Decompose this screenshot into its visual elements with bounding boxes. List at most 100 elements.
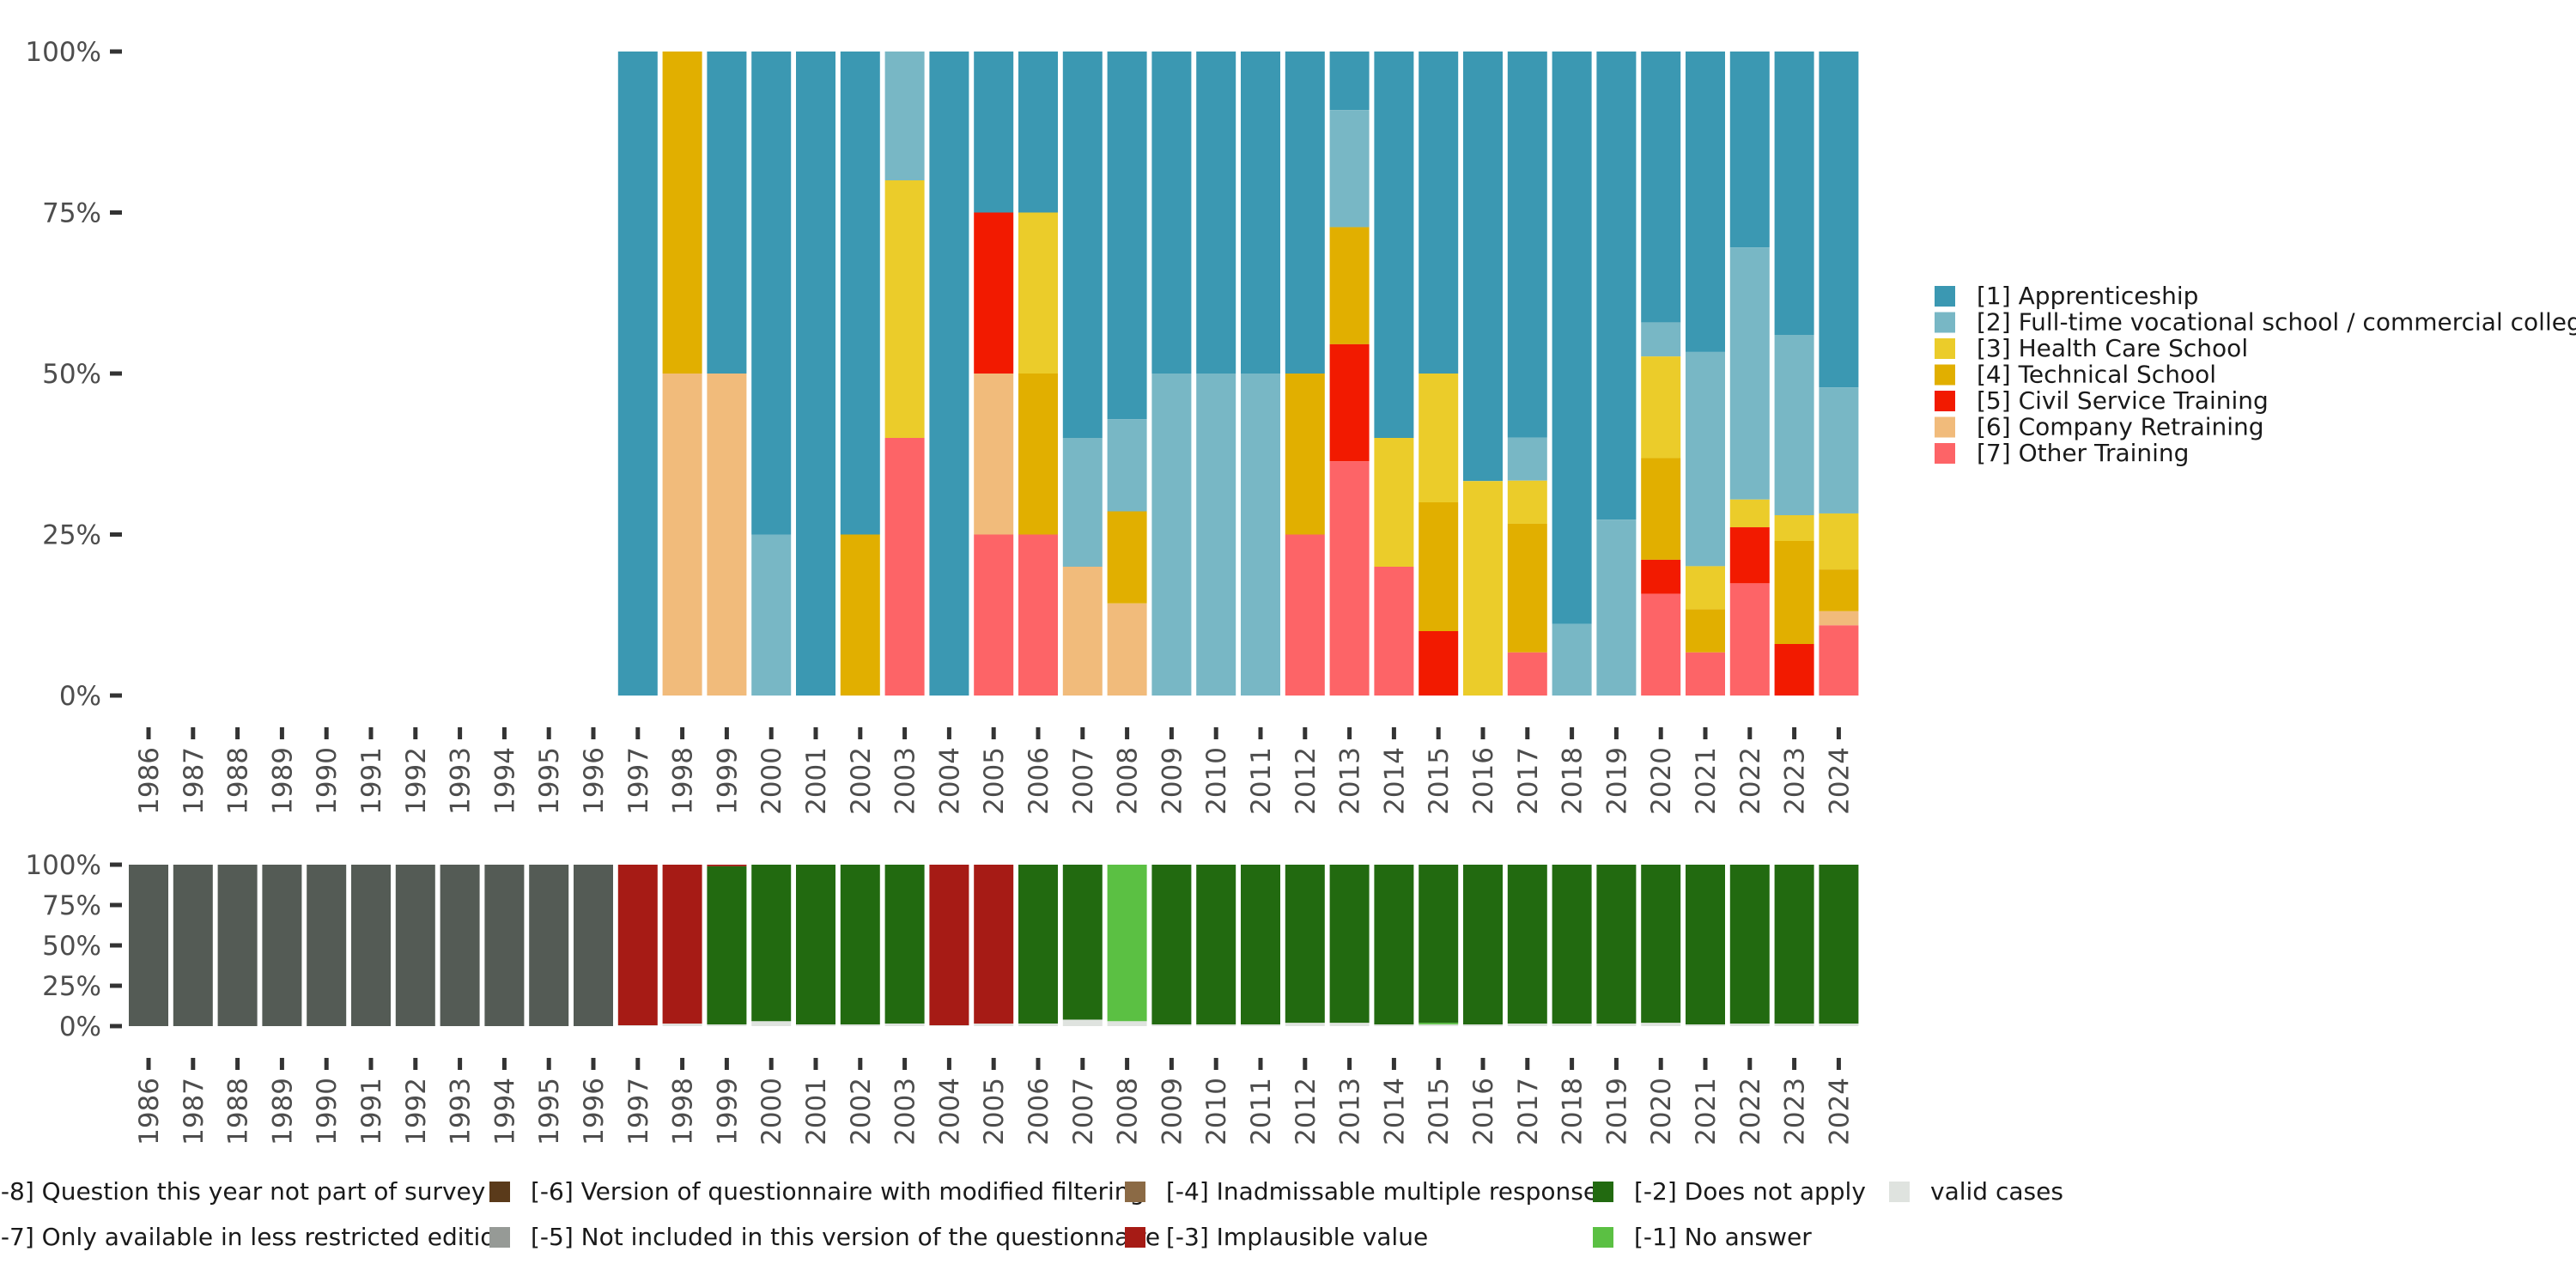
x-tick-label: 1998	[668, 747, 699, 815]
x-tick-mark	[324, 727, 329, 739]
x-tick-label: 2000	[756, 747, 787, 815]
legend-label: [2] Full-time vocational school / commer…	[1977, 308, 2576, 337]
bar-segment-2019-s8	[1596, 1024, 1637, 1026]
x-tick-mark	[1436, 1058, 1441, 1070]
x-tick-mark	[1080, 1058, 1085, 1070]
bar-segment-2013-s6	[1329, 865, 1370, 1024]
x-tick-label: 2019	[1601, 1078, 1632, 1145]
x-tick-mark	[991, 727, 996, 739]
bottom-bars	[129, 865, 1859, 1026]
x-tick-mark	[1747, 727, 1753, 739]
legend-swatch	[1935, 338, 1955, 359]
x-tick-label: 1986	[134, 747, 165, 815]
x-tick-label: 1997	[623, 1078, 654, 1145]
y-tick-mark	[110, 49, 122, 54]
x-tick-label: 2001	[801, 747, 832, 815]
bar-segment-2023-s0	[1774, 52, 1814, 335]
legend-label: [4] Technical School	[1977, 361, 2216, 389]
x-tick-label: 2022	[1735, 1078, 1766, 1145]
x-tick-mark	[191, 727, 196, 739]
x-tick-mark	[1570, 1058, 1575, 1070]
legend-label: [-8] Question this year not part of surv…	[0, 1177, 485, 1206]
bar-segment-2021-s1	[1686, 351, 1725, 567]
y-tick-mark	[110, 862, 122, 867]
bar-segment-2008-s1	[1107, 419, 1147, 512]
legend-swatch	[489, 1182, 510, 1202]
bar-segment-2002-s8	[840, 1024, 880, 1026]
x-tick-label: 2008	[1113, 747, 1144, 815]
bar-segment-2015-s2	[1419, 374, 1459, 502]
x-tick-mark	[1213, 727, 1218, 739]
bar-segment-2014-s8	[1374, 1024, 1414, 1026]
x-tick-label: 1989	[267, 747, 298, 815]
x-tick-label: 2021	[1691, 747, 1722, 815]
x-tick-mark	[458, 727, 463, 739]
bar-segment-1997-s0	[617, 52, 658, 696]
bar-segment-2020-s6	[1641, 865, 1681, 1024]
bar-segment-2011-s8	[1241, 1024, 1280, 1026]
bar-segment-2021-s0	[1686, 52, 1725, 352]
top-x-axis: 1986 1987 1988 1989 1990 1991 1992 1993 1994 1995…	[134, 727, 1855, 815]
bottom-chart: 0% 25% 50% 75% 100% 1986 1987 1988 1989 1990 1991…	[0, 850, 2063, 1251]
x-tick-mark	[1125, 727, 1130, 739]
x-tick-label: 1995	[534, 1078, 565, 1145]
legend-swatch	[1935, 416, 1955, 438]
x-tick-mark	[1613, 727, 1619, 739]
bar-segment-2024-s8	[1819, 1024, 1859, 1026]
bar-segment-2024-s5	[1819, 611, 1859, 626]
x-tick-mark	[724, 1058, 729, 1070]
bar-segment-2019-s0	[1596, 52, 1637, 520]
x-tick-mark	[1792, 727, 1797, 739]
bar-segment-2021-s8	[1686, 1024, 1725, 1026]
x-tick-label: 2009	[1157, 1078, 1188, 1145]
y-tick-label: 50%	[42, 359, 101, 390]
bar-segment-2006-s6	[1018, 865, 1058, 1024]
x-tick-label: 2013	[1335, 1078, 1366, 1145]
bar-segment-2009-s0	[1151, 52, 1192, 374]
y-tick-mark	[110, 371, 122, 376]
bar-segment-2022-s6	[1729, 865, 1770, 1024]
y-tick-label: 50%	[42, 931, 101, 962]
x-tick-mark	[902, 727, 908, 739]
bar-segment-2002-s3	[840, 534, 880, 696]
top-bars	[617, 52, 1859, 696]
bar-segment-1996-s0	[574, 865, 613, 1026]
bar-segment-1998-s5	[662, 865, 702, 1024]
bar-segment-2023-s1	[1774, 335, 1814, 515]
x-tick-label: 2009	[1157, 747, 1188, 815]
x-tick-mark	[368, 727, 374, 739]
bar-segment-2011-s1	[1241, 374, 1280, 696]
bar-segment-2018-s6	[1552, 865, 1592, 1024]
x-tick-mark	[813, 727, 818, 739]
x-tick-label: 2004	[934, 1078, 965, 1145]
bar-segment-2007-s6	[1062, 865, 1103, 1020]
legend-label: [3] Health Care School	[1977, 334, 2248, 362]
x-tick-mark	[1658, 1058, 1663, 1070]
x-tick-mark	[813, 1058, 818, 1070]
bar-segment-1990-s0	[307, 865, 347, 1026]
bar-segment-2022-s1	[1729, 247, 1770, 500]
legend-label: [-6] Version of questionnaire with modif…	[531, 1177, 1145, 1206]
bar-segment-2017-s1	[1507, 437, 1547, 481]
x-tick-label: 2007	[1068, 747, 1099, 815]
x-tick-label: 2018	[1558, 747, 1589, 815]
x-tick-label: 2001	[801, 1078, 832, 1145]
bar-segment-2020-s6	[1641, 593, 1681, 696]
x-tick-mark	[1169, 727, 1174, 739]
legend-swatch	[1889, 1182, 1910, 1202]
bar-segment-2017-s6	[1507, 865, 1547, 1024]
bar-segment-2021-s3	[1686, 609, 1725, 653]
bar-segment-1998-s5	[662, 374, 702, 696]
bar-segment-2000-s0	[751, 52, 792, 535]
bar-segment-2003-s2	[884, 180, 925, 438]
x-tick-mark	[413, 727, 418, 739]
bar-segment-2005-s6	[974, 534, 1014, 696]
bar-segment-2013-s4	[1329, 343, 1370, 462]
legend-label: [-4] Inadmissable multiple response	[1166, 1177, 1598, 1206]
bar-segment-2024-s0	[1819, 52, 1859, 388]
bar-segment-2005-s5	[974, 374, 1014, 535]
legend-label: [7] Other Training	[1977, 439, 2189, 467]
legend-swatch	[1935, 443, 1955, 464]
x-tick-mark	[1570, 727, 1575, 739]
